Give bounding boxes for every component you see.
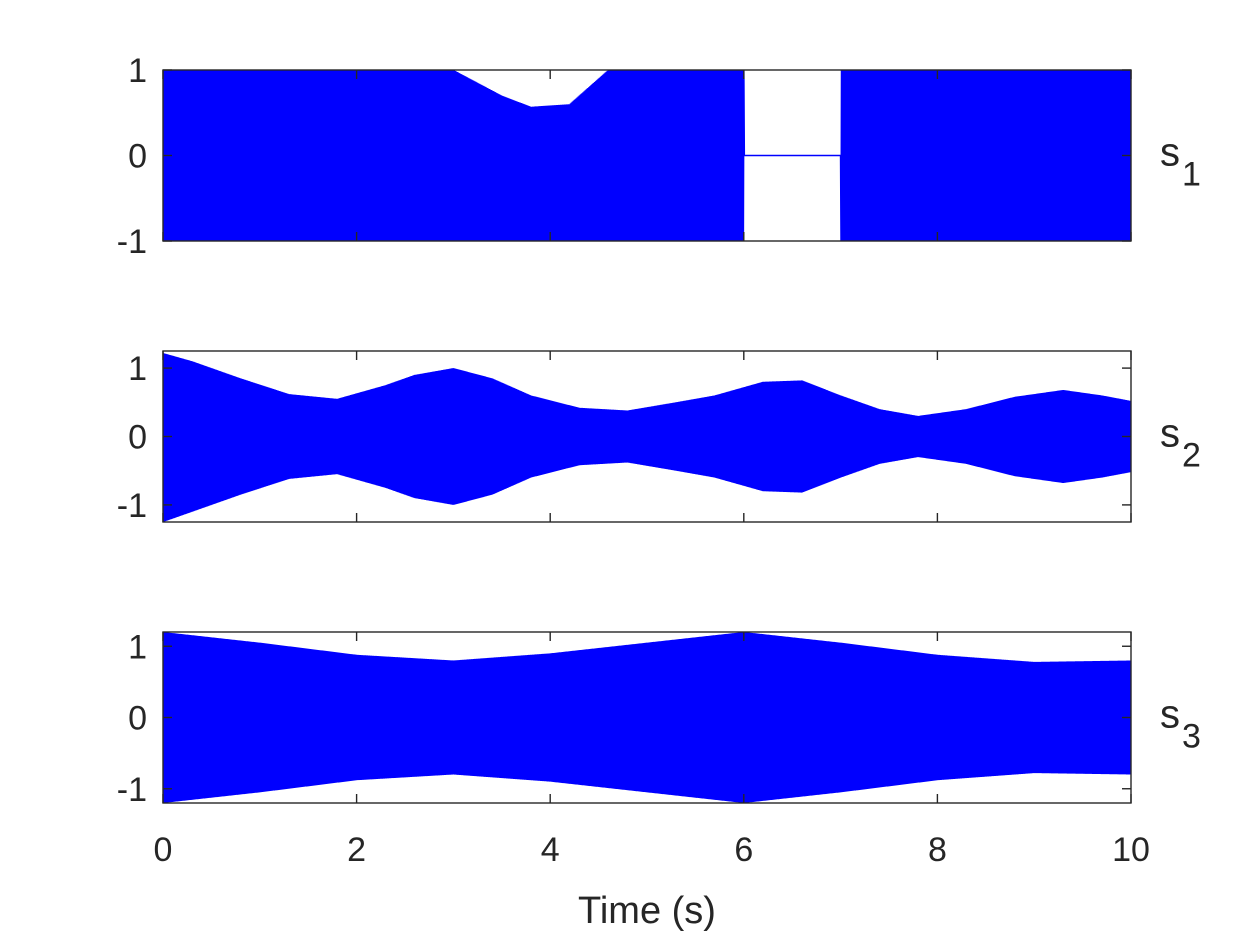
signal-s1-line bbox=[163, 70, 1131, 241]
x-axis-label: Time (s) bbox=[578, 890, 716, 932]
panel-label-subscript: 1 bbox=[1182, 156, 1201, 194]
y-tick-label: 1 bbox=[128, 52, 147, 90]
x-tick-label: 2 bbox=[347, 831, 366, 869]
y-tick-label: -1 bbox=[117, 487, 147, 525]
x-tick-label: 8 bbox=[928, 831, 947, 869]
y-tick-label: 1 bbox=[128, 628, 147, 666]
y-tick-label: -1 bbox=[117, 771, 147, 809]
x-tick-label: 10 bbox=[1112, 831, 1150, 869]
signal-s2-line bbox=[163, 353, 1131, 522]
panel-label-subscript: 3 bbox=[1182, 718, 1201, 756]
signal-s3-line bbox=[163, 632, 1131, 803]
panel-s3: -1 0 1 s3 bbox=[117, 628, 1201, 809]
panel-label-main: s bbox=[1160, 693, 1180, 737]
panel-label-s1: s1 bbox=[1160, 131, 1201, 194]
x-tick-label: 0 bbox=[154, 831, 173, 869]
panel-label-main: s bbox=[1160, 131, 1180, 175]
panel-label-s3: s3 bbox=[1160, 693, 1201, 756]
y-tick-label: 0 bbox=[128, 700, 147, 738]
y-tick-label: -1 bbox=[117, 223, 147, 261]
x-tick-label: 4 bbox=[541, 831, 560, 869]
y-tick-label: 0 bbox=[128, 419, 147, 457]
y-tick-label: 0 bbox=[128, 138, 147, 176]
x-tick-label: 6 bbox=[734, 831, 753, 869]
shared-x-axis: 0 2 4 6 8 10 bbox=[154, 831, 1150, 869]
panel-label-main: s bbox=[1160, 412, 1180, 456]
panel-s2: -1 0 1 s2 bbox=[117, 350, 1201, 525]
panel-label-subscript: 2 bbox=[1182, 437, 1201, 475]
panel-label-s2: s2 bbox=[1160, 412, 1201, 475]
y-tick-label: 1 bbox=[128, 350, 147, 388]
